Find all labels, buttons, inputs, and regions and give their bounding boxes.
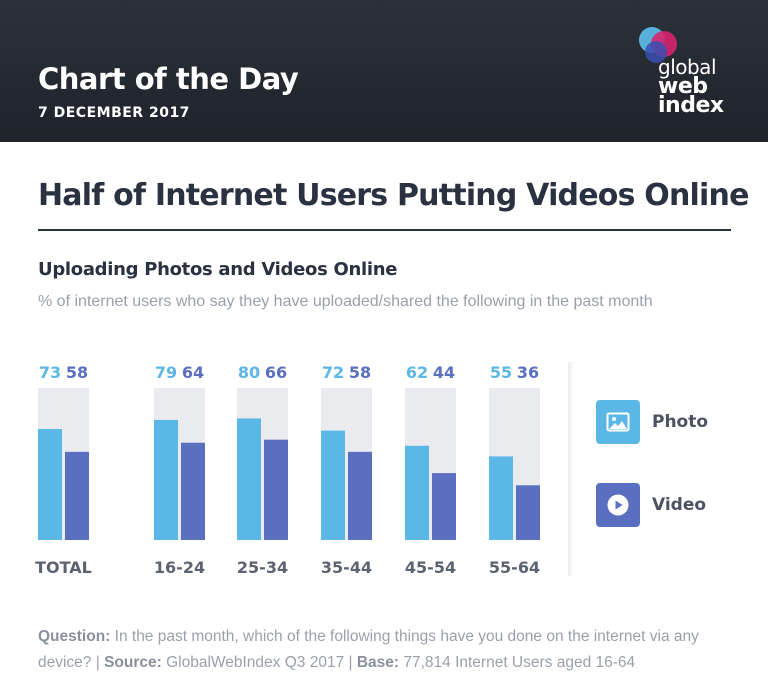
logo-text-global: global (658, 55, 716, 79)
globalwebindex-logo (639, 27, 677, 63)
bar-photo (321, 430, 345, 540)
play-icon (607, 494, 629, 516)
legend-swatch-video (596, 483, 640, 527)
footer-question-label: Question: (38, 628, 111, 645)
bar-photo (154, 419, 178, 540)
footer-base-label: Base: (356, 654, 400, 671)
data-label-video: 58 (66, 363, 88, 382)
bar-photo (405, 445, 429, 540)
footer-source-label: Source: (104, 654, 162, 671)
category-label: TOTAL (35, 558, 92, 577)
legend-swatch-photo (596, 400, 640, 444)
legend-label-photo: Photo (652, 412, 709, 432)
header-title: Chart of the Day (38, 62, 299, 96)
bar-video (348, 451, 372, 540)
header-banner: Chart of the Day 7 DECEMBER 2017 global … (0, 0, 768, 142)
bar-video (264, 439, 288, 540)
category-label: 25-34 (237, 558, 288, 577)
category-label: 16-24 (154, 558, 205, 577)
data-label-photo: 73 (39, 363, 61, 382)
data-label-video: 66 (265, 363, 287, 382)
chart-footer: Question: In the past month, which of th… (38, 624, 738, 676)
bar-video (516, 485, 540, 540)
bar-video (181, 442, 205, 540)
footer-source-text: GlobalWebIndex Q3 2017 | (161, 654, 357, 671)
bar-video (65, 451, 89, 540)
data-label-video: 36 (517, 363, 539, 382)
logo-text-index: index (658, 93, 724, 118)
data-label-photo: 79 (155, 363, 177, 382)
footer-question-text: In the past month, which of the followin… (38, 628, 699, 671)
bar-photo (38, 429, 62, 540)
category-label: 35-44 (321, 558, 372, 577)
data-label-photo: 55 (490, 363, 512, 382)
legend-item-video: Video (596, 483, 706, 527)
footer-base-text: 77,814 Internet Users aged 16-64 (399, 654, 636, 671)
bar-photo (237, 418, 261, 540)
page-title: Half of Internet Users Putting Videos On… (38, 178, 749, 213)
category-label: 55-64 (489, 558, 540, 577)
image-icon (606, 412, 630, 432)
data-label-photo: 62 (406, 363, 428, 382)
chart-subtitle: Uploading Photos and Videos Online (38, 259, 398, 280)
category-label: 45-54 (405, 558, 456, 577)
data-label-video: 58 (349, 363, 371, 382)
bar-photo (489, 456, 513, 540)
data-label-photo: 72 (322, 363, 344, 382)
data-label-video: 44 (433, 363, 455, 382)
bar-video (432, 473, 456, 540)
bar-chart: 73 58 TOTAL 79 64 16-24 80 66 25-34 72 58 35-44 62 44… (35, 363, 540, 577)
logo-wordmark: global web index (658, 55, 724, 118)
data-label-photo: 80 (238, 363, 260, 382)
data-label-video: 64 (182, 363, 204, 382)
header-date: 7 DECEMBER 2017 (38, 105, 190, 121)
title-divider (38, 229, 731, 231)
logo-text-web: web (658, 74, 708, 99)
legend-item-photo: Photo (596, 400, 708, 444)
legend-divider (568, 362, 574, 576)
chart-description: % of internet users who say they have up… (38, 293, 653, 310)
legend-label-video: Video (652, 495, 707, 515)
